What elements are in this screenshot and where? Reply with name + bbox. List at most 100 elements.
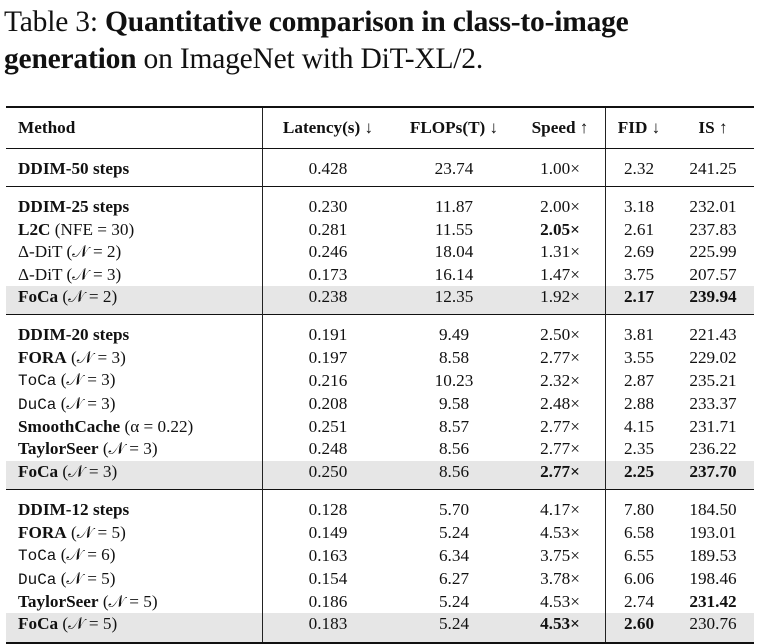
fid-value: 2.88: [605, 392, 672, 417]
speed-value: 2.50×: [515, 314, 606, 347]
method-cell: FORA (𝒩 = 5): [6, 522, 263, 544]
latency-value: 0.216: [262, 369, 393, 393]
speed-value: 2.77×: [515, 460, 606, 490]
flops-value: 16.14: [434, 264, 474, 284]
flops-value: 8.57: [438, 417, 470, 437]
method-name: FORA: [18, 522, 67, 542]
latency-value: 0.197: [262, 346, 393, 370]
method-param: (𝒩 = 3): [66, 347, 126, 367]
table-row: Δ-DiT (𝒩 = 2) 0.246 18.04 1.31× 2.69 225.99: [6, 241, 754, 264]
flops-value: 11.55: [434, 219, 474, 239]
is-value: 193.01: [689, 522, 737, 542]
fid-value: 2.25: [605, 460, 672, 490]
table-row: DDIM-50 steps 0.428 23.74 1.00× 2.32 241.25: [6, 148, 754, 187]
fid-value: 2.61: [605, 218, 672, 242]
is-value: 239.94: [672, 286, 754, 315]
method-cell: TaylorSeer (𝒩 = 3): [6, 438, 263, 460]
speed-value: 2.77×: [540, 347, 580, 367]
table-row: FoCa (𝒩 = 2) 0.238 12.35 1.92× 2.17 239.94: [6, 286, 754, 315]
method-param: (α = 0.22): [120, 417, 194, 437]
is-value: 207.57: [689, 264, 737, 284]
speed-value: 1.92×: [515, 286, 606, 315]
speed-value: 2.48×: [540, 394, 580, 414]
fid-value: 2.17: [605, 286, 672, 315]
table-row: FORA (𝒩 = 5) 0.149 5.24 4.53× 6.58 193.01: [6, 521, 754, 545]
latency-value: 0.128: [262, 489, 393, 522]
is-value: 230.76: [672, 613, 754, 644]
method-cell: Δ-DiT (𝒩 = 3): [6, 264, 263, 286]
table-row: FORA (𝒩 = 3) 0.197 8.58 2.77× 3.55 229.02: [6, 346, 754, 370]
method-cell: DDIM-12 steps: [6, 489, 263, 522]
is-value: 233.37: [689, 394, 737, 414]
latency-value: 0.246: [262, 241, 393, 264]
table-row: DuCa (𝒩 = 3) 0.208 9.58 2.48× 2.88 233.37: [6, 392, 754, 417]
method-param: (𝒩 = 3): [58, 461, 118, 481]
latency-value: 0.154: [262, 567, 393, 591]
header-method: Method: [6, 106, 263, 149]
method-cell: ToCa (𝒩 = 6): [6, 544, 263, 567]
latency-value: 0.251: [262, 416, 393, 439]
table-row: TaylorSeer (𝒩 = 5) 0.186 5.24 4.53× 2.74 231.…: [6, 590, 754, 614]
method-param: (𝒩 = 5): [58, 614, 118, 634]
method-name: Δ-DiT: [18, 264, 63, 284]
method-name: DuCa: [18, 570, 57, 589]
table-row: Δ-DiT (𝒩 = 3) 0.173 16.14 1.47× 3.75 207.57: [6, 263, 754, 287]
table-row: DuCa (𝒩 = 5) 0.154 6.27 3.78× 6.06 198.46: [6, 567, 754, 591]
latency-value: 0.428: [262, 148, 393, 187]
fid-value: 7.80: [605, 489, 672, 522]
flops-value: 6.34: [438, 545, 470, 565]
is-value: 221.43: [672, 314, 754, 347]
method-name: FoCa: [18, 287, 59, 307]
method-cell: DuCa (𝒩 = 3): [6, 393, 263, 416]
latency-value: 0.208: [262, 392, 393, 417]
flops-value: 5.70: [393, 489, 515, 522]
method-name: DDIM-12 steps: [18, 500, 130, 520]
speed-value: 2.32×: [540, 370, 580, 390]
method-name: TaylorSeer: [18, 439, 99, 459]
table-row: DDIM-25 steps 0.230 11.87 2.00× 3.18 232.01: [6, 186, 754, 219]
method-cell: ToCa (𝒩 = 3): [6, 369, 263, 392]
method-cell: DDIM-50 steps: [6, 149, 263, 187]
fid-value: 2.87: [605, 369, 672, 393]
flops-value: 18.04: [434, 242, 474, 262]
is-value: 232.01: [672, 186, 754, 219]
latency-value: 0.250: [262, 460, 393, 490]
caption-label: Table 3:: [4, 6, 105, 38]
fid-value: 2.69: [605, 241, 672, 264]
method-name: Δ-DiT: [18, 242, 63, 262]
is-value: 237.70: [672, 460, 754, 490]
method-name: SmoothCache: [18, 417, 121, 437]
latency-value: 0.238: [262, 286, 393, 315]
method-cell: DDIM-20 steps: [6, 314, 263, 347]
table-row: SmoothCache (α = 0.22) 0.251 8.57 2.77× 4.15…: [6, 416, 754, 439]
latency-value: 0.149: [262, 521, 393, 545]
flops-value: 10.23: [434, 370, 474, 390]
flops-value: 12.35: [393, 286, 515, 315]
method-param: (𝒩 = 2): [58, 287, 118, 307]
is-value: 189.53: [689, 545, 737, 565]
speed-value: 4.53×: [540, 522, 580, 542]
method-name: DuCa: [18, 395, 57, 414]
fid-value: 6.06: [605, 567, 672, 591]
speed-value: 4.17×: [515, 489, 606, 522]
fid-value: 3.75: [605, 263, 672, 287]
speed-value: 2.77×: [540, 417, 580, 437]
fid-value: 4.15: [605, 416, 672, 439]
table-row: DDIM-20 steps 0.191 9.49 2.50× 3.81 221.43: [6, 314, 754, 347]
method-name: DDIM-25 steps: [18, 197, 130, 217]
method-name: FoCa: [18, 614, 59, 634]
method-name: DDIM-50 steps: [18, 159, 130, 178]
is-value: 225.99: [689, 242, 737, 262]
fid-value: 6.58: [605, 521, 672, 545]
speed-value: 3.78×: [540, 569, 580, 588]
fid-value: 3.18: [605, 186, 672, 219]
method-name: FoCa: [18, 461, 59, 481]
flops-value: 5.24: [393, 613, 515, 644]
caption-rest: on ImageNet with DiT-XL/2.: [136, 43, 484, 75]
table-row: TaylorSeer (𝒩 = 3) 0.248 8.56 2.77× 2.35 236.…: [6, 438, 754, 461]
header-latency: Latency(s) ↓: [262, 106, 393, 149]
method-param: (𝒩 = 6): [56, 545, 116, 565]
header-is: IS ↑: [672, 106, 754, 149]
latency-value: 0.183: [262, 613, 393, 644]
latency-value: 0.186: [262, 590, 393, 614]
